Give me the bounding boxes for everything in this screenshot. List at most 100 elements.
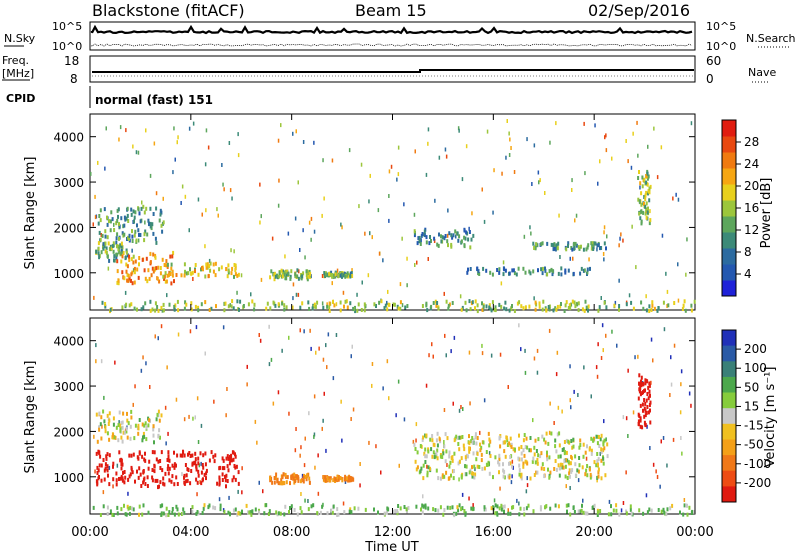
echo-cell bbox=[610, 512, 613, 517]
echo-cell bbox=[190, 301, 193, 306]
echo-cell bbox=[293, 508, 296, 512]
echo-cell bbox=[629, 504, 632, 509]
noise-echo bbox=[145, 128, 147, 133]
echo-cell bbox=[113, 228, 116, 232]
power-color-block bbox=[722, 232, 736, 249]
echo-cell bbox=[117, 438, 120, 443]
echo-cell bbox=[160, 413, 163, 418]
echo-cell bbox=[284, 270, 287, 275]
noise-echo bbox=[539, 178, 541, 183]
echo-cell bbox=[214, 273, 217, 278]
noise-echo bbox=[309, 328, 311, 333]
echo-cell bbox=[518, 472, 521, 477]
echo-cell bbox=[488, 471, 491, 476]
nsky-tick-high-right: 10^5 bbox=[706, 20, 736, 33]
noise-echo bbox=[298, 269, 300, 274]
echo-cell bbox=[446, 436, 449, 441]
echo-cell bbox=[483, 466, 486, 471]
echo-cell bbox=[422, 435, 425, 440]
echo-cell bbox=[310, 504, 313, 509]
noise-echo bbox=[570, 405, 572, 410]
noise-echo bbox=[295, 292, 298, 297]
echo-cell bbox=[596, 459, 599, 464]
echo-cell bbox=[154, 308, 157, 313]
noise-echo bbox=[524, 370, 527, 375]
echo-cell bbox=[476, 464, 479, 469]
echo-cell bbox=[427, 506, 430, 511]
echo-cell bbox=[602, 440, 605, 445]
echo-cell bbox=[399, 506, 402, 511]
echo-cell bbox=[113, 258, 115, 263]
echo-cell bbox=[210, 306, 213, 311]
noise-echo bbox=[533, 356, 536, 361]
echo-cell bbox=[456, 231, 459, 236]
echo-cell bbox=[130, 272, 133, 277]
echo-cell bbox=[234, 272, 237, 277]
echo-cell bbox=[163, 263, 166, 267]
echo-cell bbox=[121, 439, 124, 444]
echo-cell bbox=[595, 434, 598, 439]
noise-echo bbox=[596, 374, 599, 379]
echo-cell bbox=[571, 247, 574, 252]
echo-cell bbox=[648, 383, 651, 388]
echo-cell bbox=[567, 439, 570, 444]
echo-cell bbox=[399, 306, 402, 311]
noise-echo bbox=[164, 405, 167, 410]
echo-cell bbox=[106, 505, 109, 510]
echo-cell bbox=[120, 259, 123, 264]
echo-cell bbox=[120, 251, 123, 256]
echo-cell bbox=[645, 207, 648, 212]
echo-cell bbox=[124, 512, 127, 517]
echo-cell bbox=[534, 300, 537, 305]
noise-echo bbox=[173, 126, 175, 131]
echo-cell bbox=[403, 505, 406, 509]
echo-cell bbox=[155, 457, 158, 462]
noise-echo bbox=[134, 384, 136, 389]
echo-cell bbox=[157, 485, 159, 490]
echo-cell bbox=[210, 450, 213, 455]
echo-cell bbox=[439, 454, 442, 459]
noise-echo bbox=[620, 508, 623, 513]
echo-cell bbox=[458, 503, 461, 508]
echo-cell bbox=[155, 206, 158, 211]
noise-echo bbox=[188, 228, 190, 233]
noise-echo bbox=[331, 281, 333, 286]
echo-cell bbox=[120, 248, 123, 253]
noise-echo bbox=[526, 476, 528, 481]
noise-echo bbox=[536, 370, 539, 375]
echo-cell bbox=[597, 462, 599, 467]
noise-echo bbox=[172, 170, 174, 175]
echo-cell bbox=[106, 464, 109, 469]
noise-echo bbox=[537, 170, 540, 175]
noise-echo bbox=[645, 294, 647, 299]
echo-cell bbox=[156, 478, 159, 483]
noise-echo bbox=[433, 239, 436, 243]
echo-cell bbox=[120, 457, 123, 462]
noise-echo bbox=[561, 409, 563, 414]
echo-cell bbox=[136, 267, 139, 272]
echo-cell bbox=[481, 301, 483, 306]
echo-cell bbox=[123, 480, 126, 485]
noise-echo bbox=[523, 234, 526, 239]
noise-echo bbox=[505, 155, 507, 160]
noise-echo bbox=[686, 237, 688, 242]
echo-cell bbox=[387, 302, 390, 307]
echo-cell bbox=[168, 466, 171, 471]
noise-echo bbox=[277, 138, 280, 143]
echo-cell bbox=[112, 241, 115, 246]
echo-cell bbox=[221, 466, 224, 471]
x-tick-label: 16:00 bbox=[475, 525, 512, 540]
echo-cell bbox=[183, 262, 186, 267]
echo-cell bbox=[386, 307, 389, 312]
echo-cell bbox=[167, 471, 170, 476]
noise-echo bbox=[627, 159, 629, 164]
echo-cell bbox=[646, 171, 649, 176]
echo-cell bbox=[504, 454, 507, 459]
echo-cell bbox=[280, 268, 283, 273]
noise-echo bbox=[525, 489, 528, 494]
echo-cell bbox=[349, 301, 352, 306]
echo-cell bbox=[115, 236, 118, 241]
echo-cell bbox=[480, 445, 483, 450]
echo-cell bbox=[226, 464, 229, 469]
echo-cell bbox=[544, 268, 547, 273]
